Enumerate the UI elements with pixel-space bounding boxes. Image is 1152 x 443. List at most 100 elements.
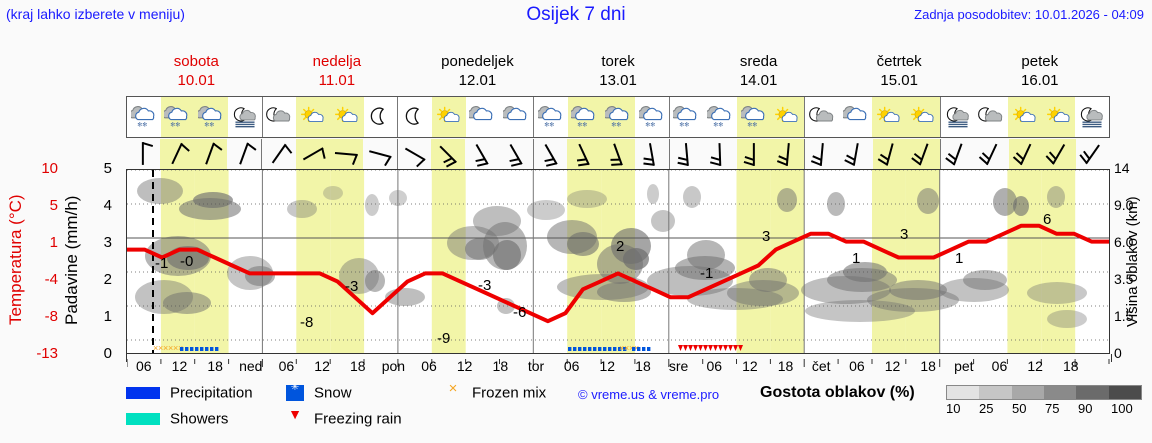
- time-label: 06: [421, 358, 437, 374]
- time-label: 18: [1062, 358, 1079, 374]
- legend-item-precipitation: Precipitation: [126, 384, 253, 402]
- wind-barb-row: [126, 139, 1110, 169]
- cloud-density-tick: 10: [946, 401, 961, 416]
- day-header-četrtek: četrtek 15.01: [829, 52, 970, 92]
- precip-marker-snow: [593, 347, 597, 351]
- time-axis-labels: 06 12 18 ned 06 12 18 pon 06 12 18 tor 06 12 18 sre 06 12…: [112, 358, 1124, 376]
- snow-icon: ✳: [286, 382, 304, 402]
- cloud-snow-icon: ✻✻: [164, 105, 190, 129]
- sun-cloud-icon: [436, 105, 462, 129]
- wind-barb: [126, 139, 160, 169]
- cloud-snow-icon: ✻✻: [571, 105, 597, 129]
- weather-icon-cell: [974, 97, 1008, 137]
- svg-text:✻✻: ✻✻: [680, 122, 690, 129]
- showers-swatch: [126, 413, 160, 426]
- axis-tick-label: -13: [36, 345, 58, 362]
- night-band: [330, 170, 365, 353]
- cloud-density-tick: 75: [1045, 401, 1060, 416]
- time-label: 12: [171, 358, 188, 374]
- precip-marker-snow: [598, 347, 602, 351]
- time-axis-ticks: [126, 354, 1112, 367]
- precip-marker-snow: [647, 347, 651, 351]
- weather-icon-cell: [397, 97, 432, 137]
- precip-marker-snow: [190, 347, 194, 351]
- precip-marker-freezing_rain: [723, 345, 728, 351]
- svg-text:×: ×: [163, 343, 168, 353]
- weather-icon-cell: [466, 97, 500, 137]
- night-band: [296, 170, 331, 353]
- weather-icon-cell: ✻✻: [194, 97, 228, 137]
- axis-tick-label: 1.5: [1114, 308, 1134, 324]
- legend-label-snow: Snow: [314, 384, 352, 402]
- day-name: sobota: [173, 53, 219, 70]
- legend-item-snow: ✳ Snow: [286, 382, 352, 402]
- precip-marker-freezing_rain: [708, 345, 713, 351]
- day-name: ponedeljek: [441, 53, 514, 70]
- precip-marker-snow: [195, 347, 199, 351]
- weather-icon-cell: [906, 97, 940, 137]
- day-name: četrtek: [876, 53, 922, 70]
- cloud-density-tick: 25: [979, 401, 994, 416]
- cloud-density-step: [1076, 386, 1109, 399]
- legend-label-showers: Showers: [170, 410, 229, 428]
- svg-text:×: ×: [629, 343, 634, 353]
- cloud-density-step: [1108, 386, 1141, 399]
- page-title: Osijek 7 dni: [526, 4, 626, 25]
- location-menu-hint[interactable]: (kraj lahko izberete v meniju): [6, 6, 185, 22]
- temp-point-label: 6: [1043, 211, 1051, 228]
- svg-text:✻✻: ✻✻: [171, 122, 181, 129]
- precip-marker-snow: [642, 347, 646, 351]
- wind-barb: [329, 139, 364, 169]
- precip-marker-snow: [578, 347, 582, 351]
- wind-barb: [839, 139, 873, 169]
- time-label: 12: [599, 358, 616, 374]
- cloud-snow-icon: ✻✻: [638, 105, 665, 129]
- precip-marker-snow: [632, 347, 636, 351]
- precip-marker-freezing_rain: [683, 345, 688, 351]
- weather-icon-cell: ✻✻: [668, 97, 704, 137]
- wind-barb: [396, 139, 432, 169]
- night-band: [1041, 170, 1076, 353]
- weather-icon-cell: [1075, 97, 1109, 137]
- cloud-snow-icon: ✻✻: [740, 105, 767, 129]
- time-label: 06: [991, 358, 1008, 374]
- axis-tick-label: 0: [1114, 345, 1122, 361]
- wind-barb: [363, 139, 397, 169]
- temp-point-label: -3: [345, 278, 358, 295]
- day-header-row: sobota 10.01 nedelja 11.01 ponedeljek 12.01 to…: [126, 52, 1110, 92]
- sun-cloud-icon: [774, 105, 800, 129]
- day-name: nedelja: [312, 53, 362, 70]
- axis-tick-label: 5: [103, 160, 112, 177]
- weather-icon-cell: [364, 97, 398, 137]
- precip-marker-snow: [210, 347, 214, 351]
- moon-cloud-icon: [266, 105, 292, 129]
- time-label: sre: [668, 358, 689, 374]
- weather-icon-cell: ✻✻: [736, 97, 771, 137]
- wind-barb: [601, 139, 635, 169]
- time-label: pet: [954, 358, 974, 374]
- time-label: 18: [492, 358, 509, 374]
- time-label: 06: [278, 358, 295, 374]
- day-date: 14.01: [739, 72, 778, 89]
- weather-icon-cell: [804, 97, 839, 137]
- cloud-icon: [842, 105, 869, 129]
- cloud-density-title: Gostota oblakov (%): [760, 384, 915, 401]
- precip-marker-frozen_mix: ×: [158, 343, 163, 353]
- temp-point-label: 1: [955, 250, 963, 267]
- time-label: tor: [527, 358, 545, 374]
- cloud-density-tick: 100: [1111, 401, 1133, 416]
- svg-text:✻✻: ✻✻: [137, 122, 147, 129]
- axis-tick-label: -4: [44, 271, 58, 288]
- time-label: 06: [563, 358, 580, 374]
- wind-barb: [703, 139, 737, 169]
- copyright-link[interactable]: © vreme.us & vreme.pro: [578, 387, 720, 402]
- weather-icon-cell: ✻✻: [703, 97, 737, 137]
- temp-point-label: 1: [852, 250, 860, 267]
- temp-point-label: 3: [900, 226, 908, 243]
- weather-icon-cell: ✻✻: [635, 97, 669, 137]
- time-label: 18: [920, 358, 936, 374]
- wind-barb: [499, 139, 533, 169]
- temp-point-label: -9: [437, 330, 450, 347]
- day-date: 11.01: [318, 72, 356, 89]
- precip-marker-snow: [608, 347, 612, 351]
